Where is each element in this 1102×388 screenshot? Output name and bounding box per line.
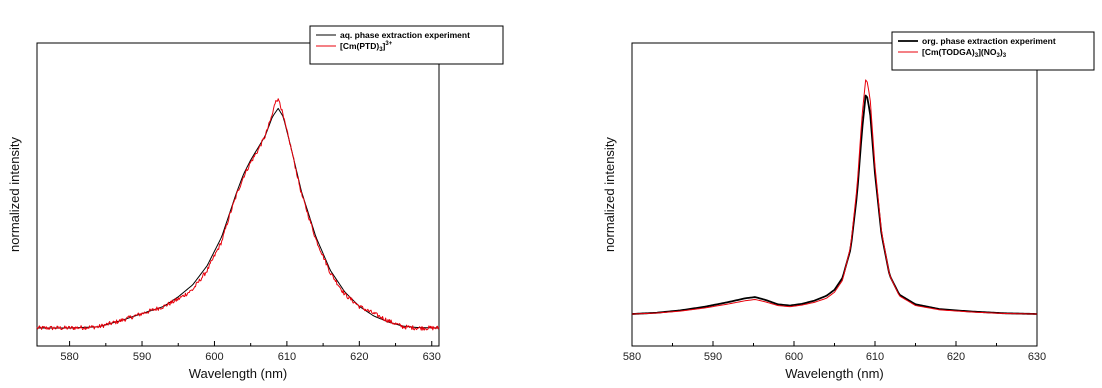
legend-label-right-0: org. phase extraction experiment [922,36,1056,46]
x-tick-label-left-630: 630 [423,351,441,363]
x-tick-label-right-580: 580 [623,351,641,363]
legend-text-part: ] [383,41,386,51]
legend-box-right [891,31,1095,71]
y-axis-title-right: normalized intensity [602,137,617,252]
x-tick-label-left-580: 580 [60,351,78,363]
x-tick-label-right-590: 590 [704,351,722,363]
legend-box-left [309,25,504,65]
x-tick-label-right-620: 620 [947,351,965,363]
legend-text-part: [Cm(TODGA) [922,47,975,57]
legend-label-left-0: aq. phase extraction experiment [340,30,470,40]
series-line-right-0 [631,94,1038,315]
legend-label-left-1: [Cm(PTD)3]3+ [340,41,393,53]
series-line-right-1 [631,79,1038,315]
y-axis-title-left: normalized intensity [7,137,22,252]
legend-subscript: 3 [997,53,1001,59]
x-axis-title-right: Wavelength (nm) [785,366,884,381]
plot-frame-left [36,42,440,347]
chart-panel-right: 580 590 600 610 620 630 Wavelength (nm) normali… [602,31,1095,381]
x-tick-label-left-590: 590 [133,351,151,363]
x-tick-label-right-630: 630 [1028,351,1046,363]
x-axis-title-left: Wavelength (nm) [189,366,288,381]
legend-text-part: ) [1000,47,1003,57]
series-line-left-1 [36,98,440,331]
legend-superscript: 3+ [385,41,392,47]
legend-text-part: [Cm(PTD) [340,41,379,51]
x-tick-label-left-620: 620 [350,351,368,363]
x-tick-label-left-600: 600 [205,351,223,363]
x-tick-label-right-610: 610 [866,351,884,363]
legend-subscript: 3 [1003,53,1007,59]
plot-frame-right [631,42,1038,347]
chart-panel-left: 580 590 600 610 620 630 Wavelength (nm) normali… [7,25,504,381]
legend-text-part: ](NO [978,47,997,57]
series-line-left-0 [37,107,440,329]
x-tick-label-right-600: 600 [785,351,803,363]
legend-subscript: 3 [379,47,383,53]
x-tick-label-left-610: 610 [278,351,296,363]
legend-label-right-1: [Cm(TODGA)3](NO3)3 [922,47,1007,59]
legend-subscript: 3 [975,53,979,59]
